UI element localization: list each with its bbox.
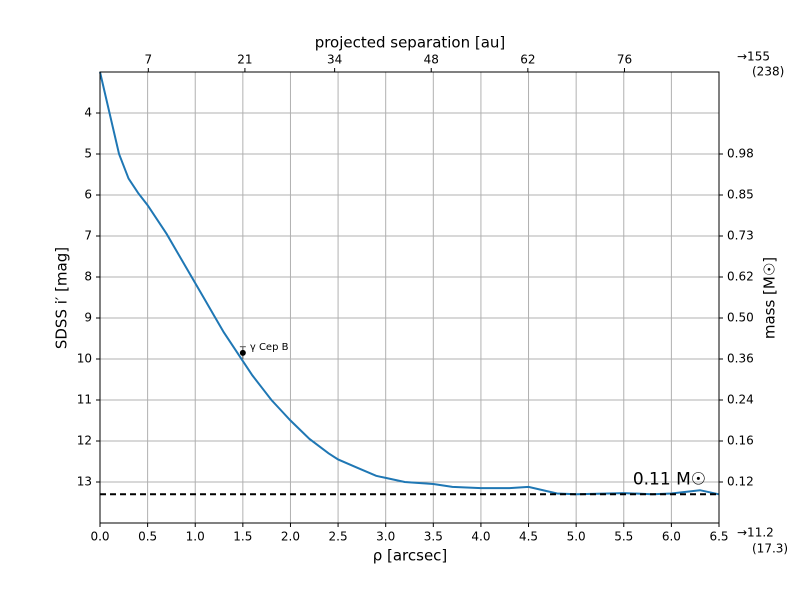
x2-tick-label: 62 bbox=[520, 53, 535, 67]
y-tick-label: 13 bbox=[77, 475, 92, 489]
x-tick-label: 2.0 bbox=[281, 530, 300, 544]
x2-tick-label: 76 bbox=[617, 53, 632, 67]
x-tick-label: 0.0 bbox=[90, 530, 109, 544]
x-tick-label: 3.0 bbox=[376, 530, 395, 544]
y2-tick-label: 0.73 bbox=[727, 229, 754, 243]
y2-tick-label: 0.12 bbox=[727, 475, 754, 489]
y-tick-label: 7 bbox=[84, 229, 92, 243]
corner-note: →11.2 bbox=[737, 526, 774, 540]
y-tick-label: 5 bbox=[84, 147, 92, 161]
x2-tick-label: 34 bbox=[327, 53, 342, 67]
x-tick-label: 3.5 bbox=[424, 530, 443, 544]
x-tick-label: 4.0 bbox=[471, 530, 490, 544]
y-tick-label: 12 bbox=[77, 434, 92, 448]
y2-axis-label: mass [M☉] bbox=[761, 257, 779, 339]
curve bbox=[99, 71, 720, 496]
x-tick-label: 1.5 bbox=[233, 530, 252, 544]
y2-tick-label: 0.85 bbox=[727, 188, 754, 202]
x-tick-label: 1.0 bbox=[186, 530, 205, 544]
y2-tick-label: 0.98 bbox=[727, 147, 754, 161]
y-tick-label: 8 bbox=[84, 270, 92, 284]
x2-tick-label: 7 bbox=[144, 53, 152, 67]
x2-tick-label: 21 bbox=[237, 53, 252, 67]
y2-tick-label: 0.36 bbox=[727, 352, 754, 366]
corner-note: →155 bbox=[737, 50, 770, 64]
y2-tick-label: 0.50 bbox=[727, 311, 754, 325]
y2-tick-label: 0.16 bbox=[727, 434, 754, 448]
y-axis-label: SDSS i′ [mag] bbox=[53, 247, 71, 349]
y-tick-label: 6 bbox=[84, 188, 92, 202]
x-tick-label: 6.0 bbox=[662, 530, 681, 544]
y-tick-label: 9 bbox=[84, 311, 92, 325]
y-tick-label: 4 bbox=[84, 106, 92, 120]
x-tick-label: 6.5 bbox=[709, 530, 728, 544]
y-tick-label: 10 bbox=[77, 352, 92, 366]
limit-label: 0.11 M☉ bbox=[633, 469, 706, 489]
plot-frame bbox=[99, 71, 720, 524]
companion-label: γ Cep B bbox=[250, 342, 289, 353]
y2-tick-label: 0.62 bbox=[727, 270, 754, 284]
corner-note: (238) bbox=[752, 65, 784, 79]
x-axis-label: ρ [arcsec] bbox=[373, 547, 448, 565]
companion-point bbox=[239, 349, 246, 356]
x2-tick-label: 48 bbox=[424, 53, 439, 67]
x-tick-label: 0.5 bbox=[138, 530, 157, 544]
y-tick-label: 11 bbox=[77, 393, 92, 407]
x2-axis-label: projected separation [au] bbox=[315, 34, 506, 52]
x-tick-label: 4.5 bbox=[519, 530, 538, 544]
x-tick-label: 2.5 bbox=[329, 530, 348, 544]
corner-note: (17.3) bbox=[752, 542, 788, 556]
y2-tick-label: 0.24 bbox=[727, 393, 754, 407]
x-tick-label: 5.0 bbox=[567, 530, 586, 544]
x-tick-label: 5.5 bbox=[614, 530, 633, 544]
